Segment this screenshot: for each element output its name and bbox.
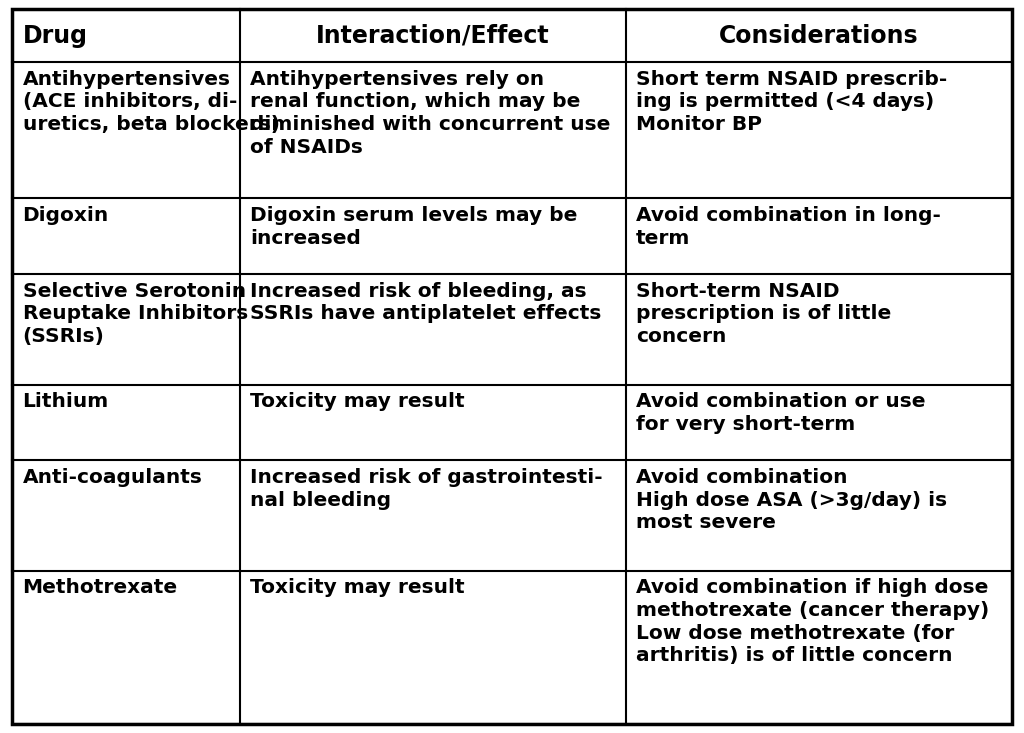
Text: Antihypertensives
(ACE inhibitors, di-
uretics, beta blockers): Antihypertensives (ACE inhibitors, di- u…: [23, 70, 280, 134]
Text: Toxicity may result: Toxicity may result: [251, 392, 465, 411]
Text: Interaction/Effect: Interaction/Effect: [316, 23, 550, 48]
Text: Avoid combination if high dose
methotrexate (cancer therapy)
Low dose methotrexa: Avoid combination if high dose methotrex…: [636, 578, 989, 666]
Text: Increased risk of gastrointesti-
nal bleeding: Increased risk of gastrointesti- nal ble…: [251, 468, 603, 509]
Text: Antihypertensives rely on
renal function, which may be
diminished with concurren: Antihypertensives rely on renal function…: [251, 70, 610, 157]
Text: Short-term NSAID
prescription is of little
concern: Short-term NSAID prescription is of litt…: [636, 281, 892, 346]
Text: Considerations: Considerations: [719, 23, 919, 48]
Text: Selective Serotonin
Reuptake Inhibitors
(SSRIs): Selective Serotonin Reuptake Inhibitors …: [23, 281, 248, 346]
Text: Avoid combination
High dose ASA (>3g/day) is
most severe: Avoid combination High dose ASA (>3g/day…: [636, 468, 947, 532]
Text: Digoxin serum levels may be
increased: Digoxin serum levels may be increased: [251, 206, 578, 248]
Text: Digoxin: Digoxin: [23, 206, 109, 225]
Text: Avoid combination or use
for very short-term: Avoid combination or use for very short-…: [636, 392, 926, 434]
Text: Avoid combination in long-
term: Avoid combination in long- term: [636, 206, 941, 248]
Text: Anti-coagulants: Anti-coagulants: [23, 468, 203, 487]
Text: Drug: Drug: [23, 23, 87, 48]
Text: Methotrexate: Methotrexate: [23, 578, 177, 597]
Text: Lithium: Lithium: [23, 392, 109, 411]
Text: Toxicity may result: Toxicity may result: [251, 578, 465, 597]
Text: Increased risk of bleeding, as
SSRIs have antiplatelet effects: Increased risk of bleeding, as SSRIs hav…: [251, 281, 602, 323]
Text: Short term NSAID prescrib-
ing is permitted (<4 days)
Monitor BP: Short term NSAID prescrib- ing is permit…: [636, 70, 947, 134]
